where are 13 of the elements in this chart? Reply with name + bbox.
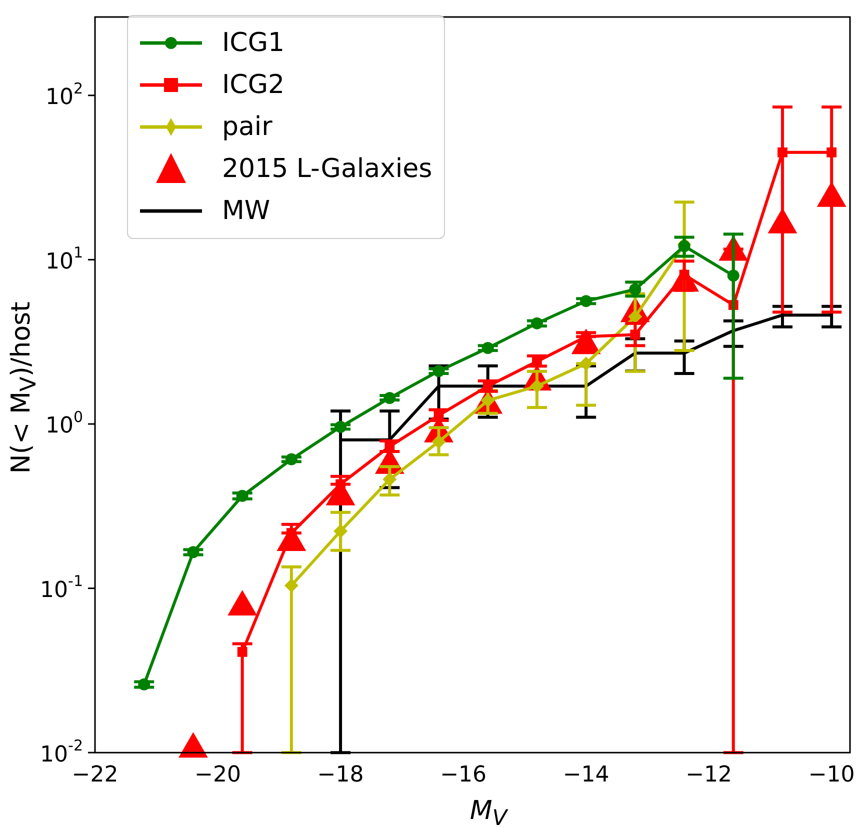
x-tick-label: −16 bbox=[440, 762, 487, 788]
x-axis-title: M$_{V}$ bbox=[468, 796, 510, 832]
x-tick-label: −14 bbox=[562, 762, 610, 788]
legend-label: pair bbox=[222, 112, 272, 142]
legend-label: ICG2 bbox=[222, 70, 285, 100]
legend-label: 2015 L-Galaxies bbox=[222, 154, 432, 184]
legend-label: MW bbox=[222, 196, 270, 226]
x-tick-label: −22 bbox=[72, 762, 118, 788]
x-tick-label: −20 bbox=[194, 762, 241, 788]
x-tick-label: −10 bbox=[808, 762, 855, 788]
x-tick-label: −18 bbox=[317, 762, 364, 788]
x-tick-label: −12 bbox=[686, 762, 732, 788]
legend-label: ICG1 bbox=[222, 28, 285, 58]
